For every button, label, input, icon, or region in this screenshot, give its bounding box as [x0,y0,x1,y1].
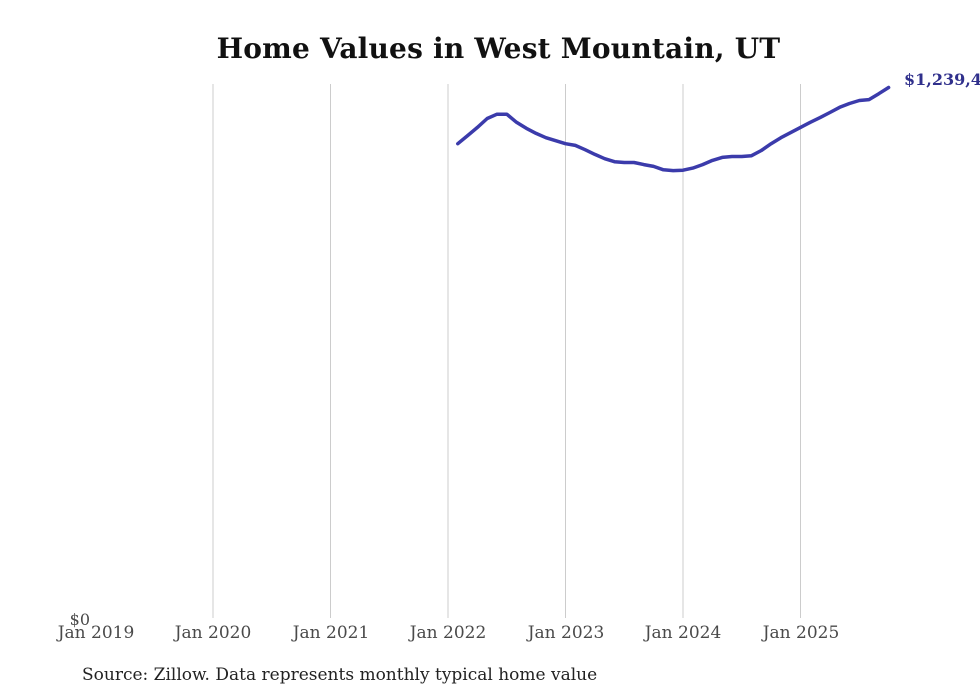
x-tick-label-2024: Jan 2024 [644,623,722,643]
x-tick-label-2022: Jan 2022 [409,623,487,643]
x-tick-label-2023: Jan 2023 [527,623,605,643]
source-note: Source: Zillow. Data represents monthly … [82,665,598,685]
home-value-line [456,85,891,173]
x-tick-label-2019: Jan 2019 [57,623,135,643]
chart-title: Home Values in West Mountain, UT [216,32,781,65]
latest-value-label: $1,239,4 [904,70,980,89]
x-tick-label-2025: Jan 2025 [762,623,840,643]
x-tick-label-2021: Jan 2021 [292,623,370,643]
x-tick-label-2020: Jan 2020 [174,623,252,643]
y-axis-zero-label: $0 [69,610,90,629]
